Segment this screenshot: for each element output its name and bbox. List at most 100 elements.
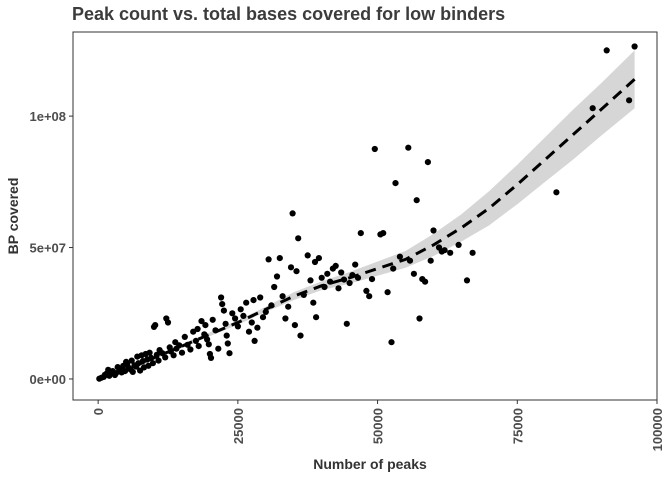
data-point (226, 350, 233, 357)
data-point (262, 308, 269, 315)
data-point (371, 145, 378, 153)
data-point (194, 325, 201, 333)
data-point (250, 297, 257, 304)
data-point (340, 276, 348, 283)
x-tick-label: 50000 (371, 408, 386, 444)
data-point (145, 362, 152, 369)
data-point (310, 299, 317, 306)
data-point (424, 159, 431, 166)
data-point (257, 294, 264, 301)
data-points (96, 43, 638, 382)
data-point (232, 315, 239, 322)
data-point (251, 337, 258, 344)
data-point (380, 230, 387, 237)
x-tick-label: 0 (91, 408, 106, 415)
data-point (223, 332, 230, 339)
data-point (368, 276, 376, 283)
data-point (392, 180, 399, 187)
data-point (224, 340, 231, 347)
data-point (413, 197, 420, 204)
data-point (271, 283, 278, 291)
data-point (295, 235, 302, 242)
x-tick-label: 100000 (650, 408, 665, 451)
data-point (427, 257, 434, 264)
data-point (209, 316, 216, 323)
data-point (248, 319, 255, 326)
data-point (352, 261, 359, 268)
x-tick-label: 25000 (231, 408, 246, 444)
trend-line-path (97, 78, 636, 381)
data-point (265, 256, 272, 263)
data-point (202, 322, 209, 329)
data-point (469, 249, 476, 256)
data-point (285, 303, 292, 310)
data-point (603, 47, 610, 54)
data-point (128, 357, 135, 364)
data-point (313, 314, 320, 321)
data-point (315, 255, 322, 262)
data-point (178, 349, 186, 356)
data-point (240, 312, 247, 319)
y-tick-label: 5e+07 (29, 241, 66, 256)
x-tick-label: 75000 (510, 408, 525, 444)
data-point (311, 258, 319, 266)
data-point (181, 333, 188, 340)
data-point (245, 328, 253, 335)
data-point (318, 274, 325, 281)
data-point (204, 336, 211, 343)
data-point (273, 273, 281, 280)
data-point (282, 315, 289, 322)
data-point (259, 314, 267, 321)
data-point (455, 241, 462, 248)
data-point (346, 279, 353, 287)
data-point (187, 346, 194, 353)
data-point (215, 345, 222, 352)
data-point (307, 277, 314, 284)
data-point (218, 294, 225, 301)
data-point (366, 293, 373, 300)
y-axis: 0e+00 5e+07 1e+08 (29, 109, 73, 387)
data-point (220, 307, 227, 314)
data-point (384, 289, 391, 296)
data-point (222, 320, 229, 327)
data-point (447, 249, 454, 256)
data-point (291, 322, 298, 329)
data-point (304, 252, 311, 259)
data-point (388, 339, 395, 346)
data-point (343, 320, 350, 327)
chart-title: Peak count vs. total bases covered for l… (72, 4, 505, 24)
data-point (631, 43, 638, 50)
data-point (335, 285, 342, 292)
y-tick-label: 1e+08 (29, 109, 66, 124)
data-point (430, 227, 437, 234)
data-point (176, 342, 183, 349)
data-point (205, 341, 212, 348)
data-point (553, 189, 560, 196)
data-point (332, 262, 339, 269)
data-point (155, 357, 162, 364)
data-point (192, 337, 199, 344)
data-point (162, 354, 169, 361)
trend-line (97, 78, 636, 381)
data-point (324, 270, 331, 277)
y-tick-label: 0e+00 (29, 372, 66, 387)
data-point (463, 277, 471, 284)
data-point (422, 278, 429, 285)
x-axis-title: Number of peaks (313, 456, 427, 472)
data-point (164, 319, 172, 326)
data-point (243, 299, 250, 306)
data-point (219, 301, 226, 308)
plot-panel (72, 31, 658, 401)
data-point (357, 230, 364, 237)
data-point (279, 293, 286, 300)
data-point (237, 306, 244, 313)
data-point (276, 255, 283, 262)
data-point (390, 265, 397, 272)
data-point (289, 210, 296, 217)
data-point (405, 144, 412, 151)
data-point (152, 322, 159, 329)
data-point (396, 253, 403, 260)
data-point (234, 323, 241, 330)
data-point (287, 264, 295, 271)
